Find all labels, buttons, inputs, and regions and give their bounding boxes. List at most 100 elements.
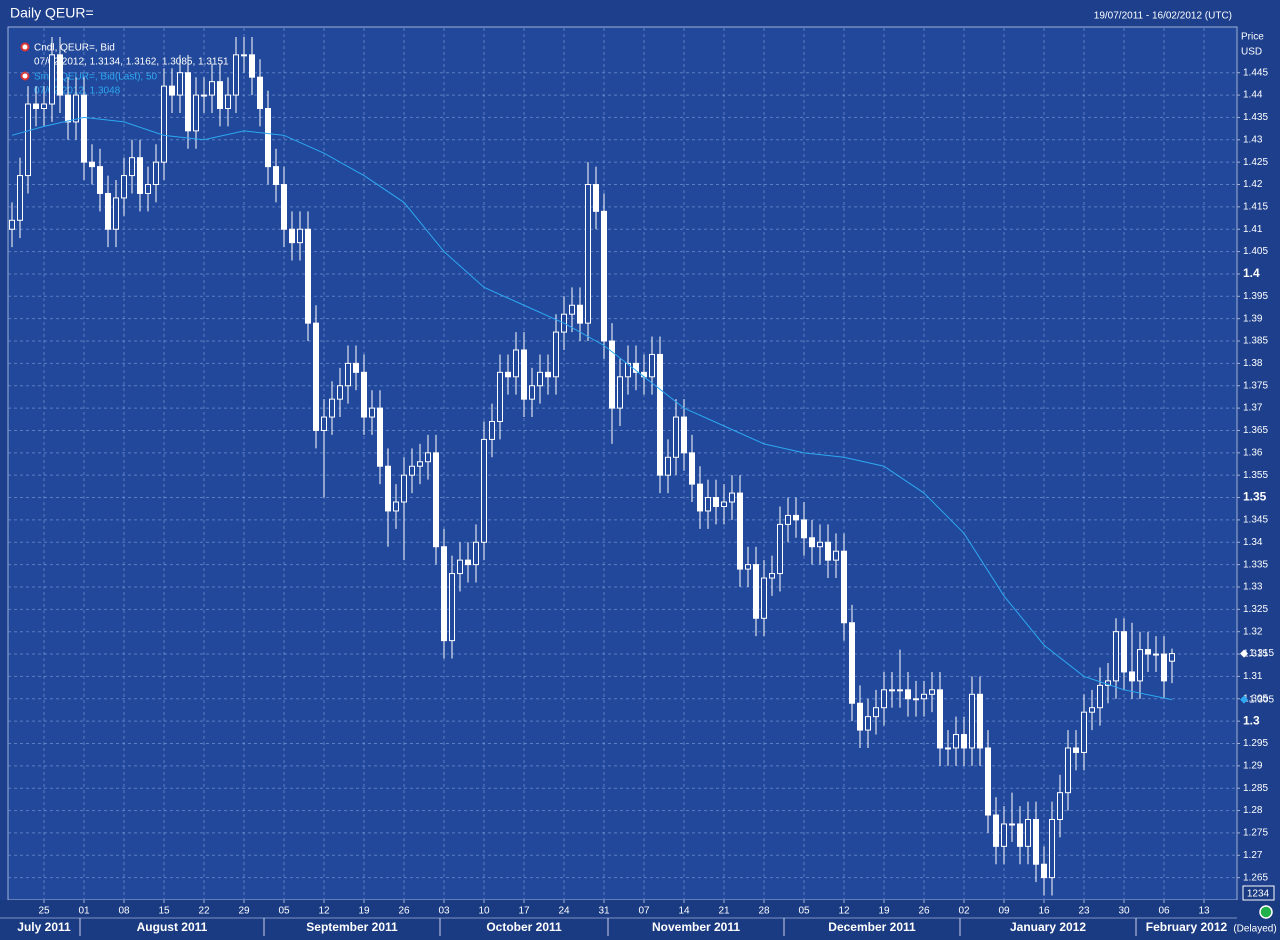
- candle-body: [449, 573, 455, 642]
- candle-body: [201, 94, 207, 97]
- candle-body: [953, 734, 959, 749]
- candle-body: [849, 622, 855, 704]
- status: (Delayed): [1233, 924, 1276, 935]
- candle-body: [89, 161, 95, 168]
- candle-body: [353, 362, 359, 373]
- status-light[interactable]: [1259, 905, 1273, 919]
- candle-body: [537, 371, 543, 387]
- candle-body: [897, 689, 903, 692]
- candle-body: [129, 157, 135, 177]
- month-label: August 2011: [137, 920, 208, 934]
- last-value-marker: [1240, 649, 1248, 658]
- candle-body: [289, 228, 295, 244]
- y-tick-label: 1.42: [1243, 179, 1263, 190]
- candle-body: [753, 564, 759, 619]
- candle-body: [465, 559, 471, 566]
- candle-body: [17, 175, 23, 221]
- candle-body: [209, 81, 215, 96]
- y-tick-label: 1.275: [1243, 828, 1268, 839]
- date-range: 19/07/2011 - 16/02/2012 (UTC): [1094, 11, 1232, 22]
- y-axis-unit: USD: [1241, 47, 1262, 58]
- candle-body: [585, 184, 591, 324]
- candle-body: [1129, 671, 1135, 682]
- candle-body: [297, 228, 303, 244]
- candle-body: [65, 94, 71, 123]
- candle-body: [857, 702, 863, 731]
- candle-body: [745, 564, 751, 570]
- counter-box: [1242, 885, 1275, 901]
- candle-body: [1153, 653, 1159, 656]
- candle-body: [105, 192, 111, 230]
- legend-label: Sma, QEUR=, Bid(Last), 50: [34, 72, 158, 83]
- candle-body: [345, 362, 351, 387]
- x-tick-label: 19: [358, 906, 370, 917]
- counter: 1234: [1247, 889, 1270, 900]
- y-tick-label: 1.39: [1243, 313, 1263, 324]
- month-label: February 2012: [1146, 920, 1228, 934]
- y-tick-label: 1.43: [1243, 134, 1263, 145]
- x-tick-label: 12: [318, 906, 330, 917]
- y-tick-label: 1.31: [1243, 671, 1263, 682]
- candle-body: [257, 76, 263, 109]
- candle-body: [33, 103, 39, 109]
- candle-body: [977, 693, 983, 749]
- candle-body: [777, 523, 783, 575]
- candle-body: [9, 219, 15, 230]
- candle-body: [305, 228, 311, 324]
- candle-body: [633, 362, 639, 373]
- y-tick-label: 1.33: [1243, 582, 1263, 593]
- candle-body: [553, 331, 559, 378]
- candle-body: [57, 54, 63, 96]
- candle-body: [625, 362, 631, 378]
- candle-body: [369, 407, 375, 418]
- candle-body: [401, 474, 407, 503]
- candle-body: [1161, 653, 1167, 682]
- candle-body: [985, 747, 991, 816]
- candle-body: [1121, 631, 1127, 673]
- candle-body: [809, 537, 815, 548]
- candle-body: [601, 210, 607, 342]
- y-tick-label: 1.44: [1243, 90, 1263, 101]
- candle-body: [521, 349, 527, 400]
- y-tick-label: 1.285: [1243, 783, 1268, 794]
- candle-body: [49, 54, 55, 105]
- candle-body: [1025, 819, 1031, 847]
- candle-body: [417, 461, 423, 467]
- candle-body: [889, 689, 895, 692]
- y-tick-label: 1.35: [1243, 490, 1267, 504]
- candle-body: [121, 175, 127, 199]
- chart-title: Daily QEUR=: [10, 5, 94, 21]
- month-label: December 2011: [828, 920, 916, 934]
- y-tick-label: 1.355: [1243, 470, 1268, 481]
- y-tick-label: 1.38: [1243, 358, 1263, 369]
- candle-body: [1169, 653, 1175, 662]
- y-tick-label: 1.345: [1243, 515, 1268, 526]
- candle-body: [481, 438, 487, 543]
- x-tick-label: 05: [278, 906, 290, 917]
- candle-body: [609, 340, 615, 409]
- candle-body: [25, 103, 31, 177]
- candle-body: [681, 416, 687, 454]
- y-tick-label: 1.395: [1243, 291, 1268, 302]
- y-tick-label: 1.315: [1243, 649, 1268, 660]
- candle-body: [689, 452, 695, 485]
- candle-body: [193, 94, 199, 132]
- candle-body: [1009, 823, 1015, 826]
- candle-body: [457, 559, 463, 575]
- month-label: September 2011: [306, 920, 398, 934]
- month-label: October 2011: [486, 920, 562, 934]
- candle-body: [425, 452, 431, 463]
- x-tick-label: 30: [1118, 906, 1130, 917]
- candle-body: [545, 371, 551, 378]
- x-tick-label: 19: [878, 906, 890, 917]
- candle-body: [137, 157, 143, 194]
- x-tick-label: 12: [838, 906, 850, 917]
- candle-body: [961, 734, 967, 749]
- candle-body: [873, 707, 879, 718]
- candle-body: [729, 492, 735, 503]
- candle-body: [713, 497, 719, 507]
- candle-body: [393, 501, 399, 512]
- candle-body: [649, 353, 655, 378]
- candle-body: [433, 452, 439, 548]
- x-tick-label: 24: [558, 906, 570, 917]
